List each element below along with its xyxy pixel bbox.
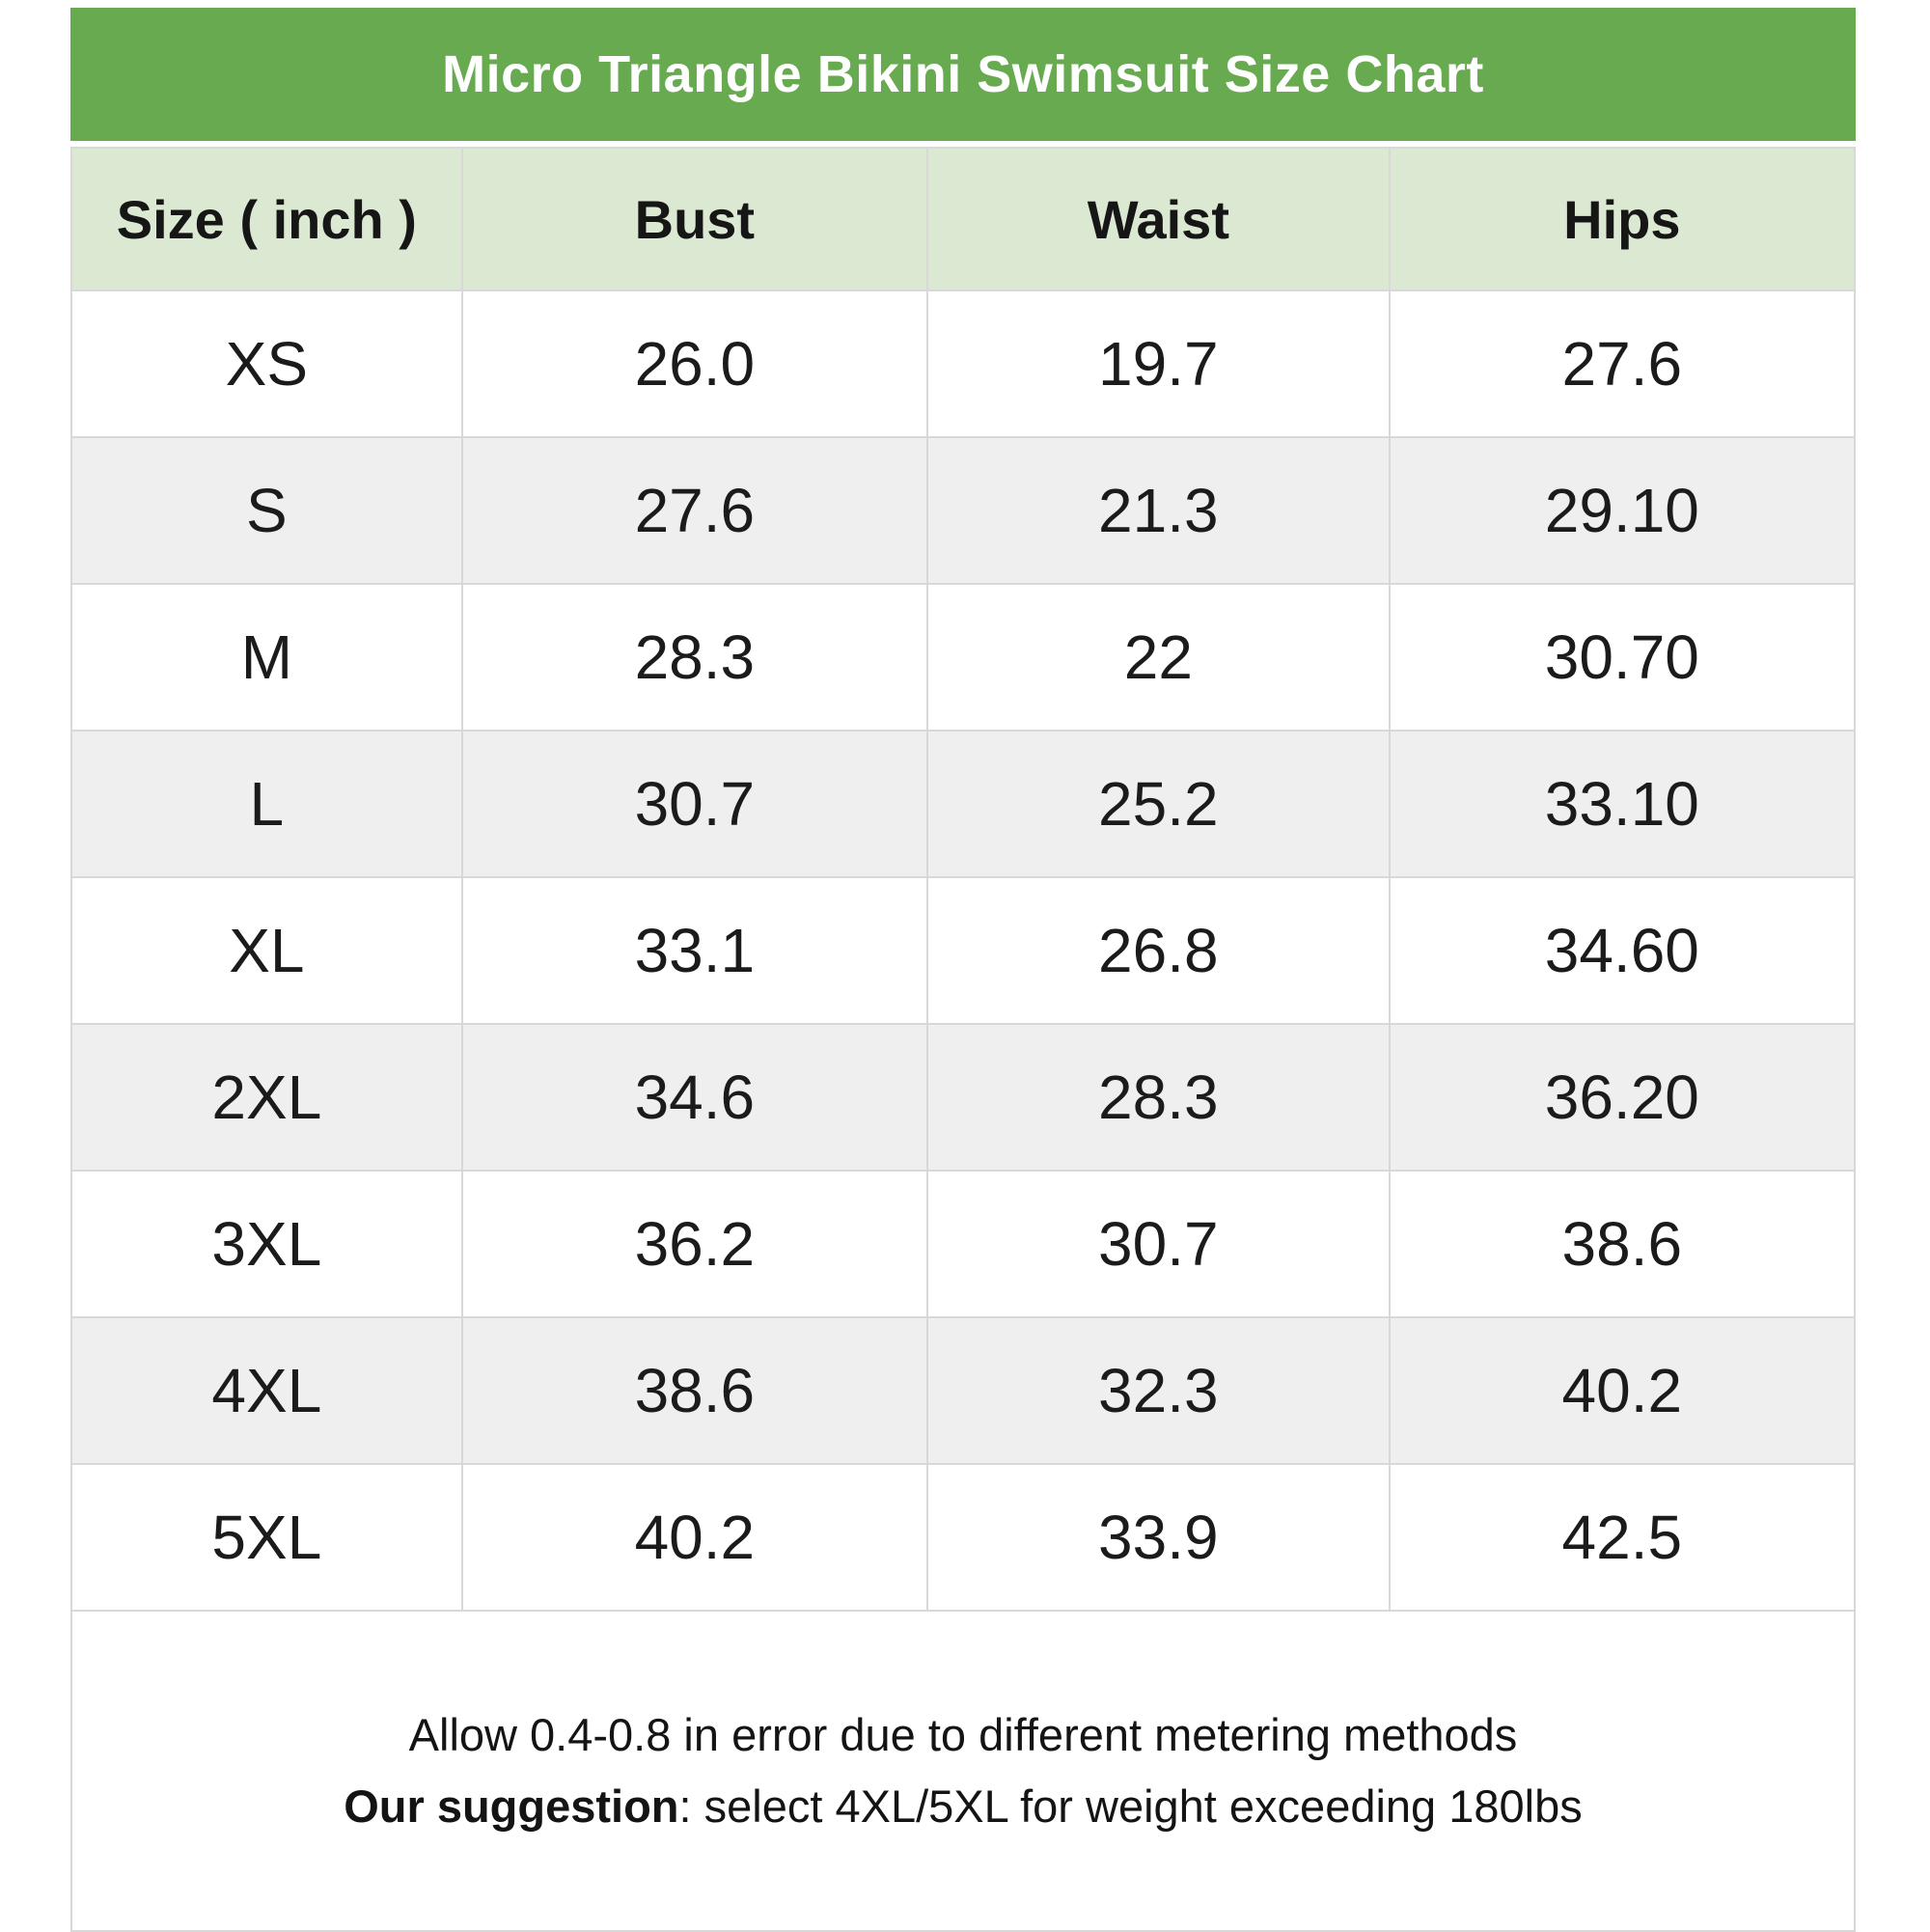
cell-bust: 27.6: [460, 436, 929, 585]
cell-bust: 28.3: [460, 583, 929, 731]
cell-bust: 36.2: [460, 1170, 929, 1318]
cell-bust: 38.6: [460, 1316, 929, 1465]
table-row-5XL: 5XL 40.2 33.9 42.5: [70, 1463, 1857, 1612]
cell-waist: 19.7: [926, 290, 1391, 438]
table-row-2XL: 2XL 34.6 28.3 36.20: [70, 1023, 1857, 1172]
cell-waist: 26.8: [926, 876, 1391, 1025]
cell-hips: 29.10: [1388, 436, 1857, 585]
cell-waist: 30.7: [926, 1170, 1391, 1318]
cell-waist: 33.9: [926, 1463, 1391, 1612]
col-header-waist: Waist: [926, 147, 1391, 291]
note-line-error-margin: Allow 0.4-0.8 in error due to different …: [408, 1709, 1518, 1760]
cell-waist: 25.2: [926, 730, 1391, 878]
cell-hips: 30.70: [1388, 583, 1857, 731]
cell-size: S: [70, 436, 463, 585]
note-suggestion-label: Our suggestion: [344, 1780, 679, 1832]
header-row: Size ( inch ) Bust Waist Hips: [70, 147, 1857, 291]
cell-size: XL: [70, 876, 463, 1025]
table-row-L: L 30.7 25.2 33.10: [70, 730, 1857, 878]
cell-size: 3XL: [70, 1170, 463, 1318]
notes-cell: Allow 0.4-0.8 in error due to different …: [70, 1610, 1856, 1932]
cell-size: 2XL: [70, 1023, 463, 1172]
cell-bust: 34.6: [460, 1023, 929, 1172]
col-header-hips: Hips: [1388, 147, 1857, 291]
cell-bust: 26.0: [460, 290, 929, 438]
cell-waist: 22: [926, 583, 1391, 731]
note-suggestion-text: : select 4XL/5XL for weight exceeding 18…: [678, 1780, 1583, 1832]
cell-hips: 34.60: [1388, 876, 1857, 1025]
cell-hips: 42.5: [1388, 1463, 1857, 1612]
table-row-4XL: 4XL 38.6 32.3 40.2: [70, 1316, 1857, 1465]
chart-title: Micro Triangle Bikini Swimsuit Size Char…: [442, 45, 1484, 103]
chart-title-bar: Micro Triangle Bikini Swimsuit Size Char…: [70, 8, 1856, 141]
table-row-3XL: 3XL 36.2 30.7 38.6: [70, 1170, 1857, 1318]
cell-hips: 33.10: [1388, 730, 1857, 878]
cell-waist: 21.3: [926, 436, 1391, 585]
cell-hips: 38.6: [1388, 1170, 1857, 1318]
cell-bust: 30.7: [460, 730, 929, 878]
table-row-XL: XL 33.1 26.8 34.60: [70, 876, 1857, 1025]
table-row-M: M 28.3 22 30.70: [70, 583, 1857, 731]
size-chart: Micro Triangle Bikini Swimsuit Size Char…: [70, 8, 1857, 1932]
cell-hips: 36.20: [1388, 1023, 1857, 1172]
cell-hips: 27.6: [1388, 290, 1857, 438]
measurements-table: Size ( inch ) Bust Waist Hips XS 26.0 19.7…: [70, 147, 1857, 1932]
cell-size: XS: [70, 290, 463, 438]
notes-row: Allow 0.4-0.8 in error due to different …: [70, 1610, 1856, 1932]
table-row-XS: XS 26.0 19.7 27.6: [70, 290, 1857, 438]
cell-size: 5XL: [70, 1463, 463, 1612]
cell-size: 4XL: [70, 1316, 463, 1465]
cell-bust: 33.1: [460, 876, 929, 1025]
cell-size: M: [70, 583, 463, 731]
col-header-bust: Bust: [460, 147, 929, 291]
cell-waist: 32.3: [926, 1316, 1391, 1465]
col-header-size: Size ( inch ): [70, 147, 463, 291]
table-row-S: S 27.6 21.3 29.10: [70, 436, 1857, 585]
cell-bust: 40.2: [460, 1463, 929, 1612]
cell-size: L: [70, 730, 463, 878]
cell-waist: 28.3: [926, 1023, 1391, 1172]
note-line-suggestion: Our suggestion: select 4XL/5XL for weigh…: [72, 1771, 1854, 1842]
cell-hips: 40.2: [1388, 1316, 1857, 1465]
